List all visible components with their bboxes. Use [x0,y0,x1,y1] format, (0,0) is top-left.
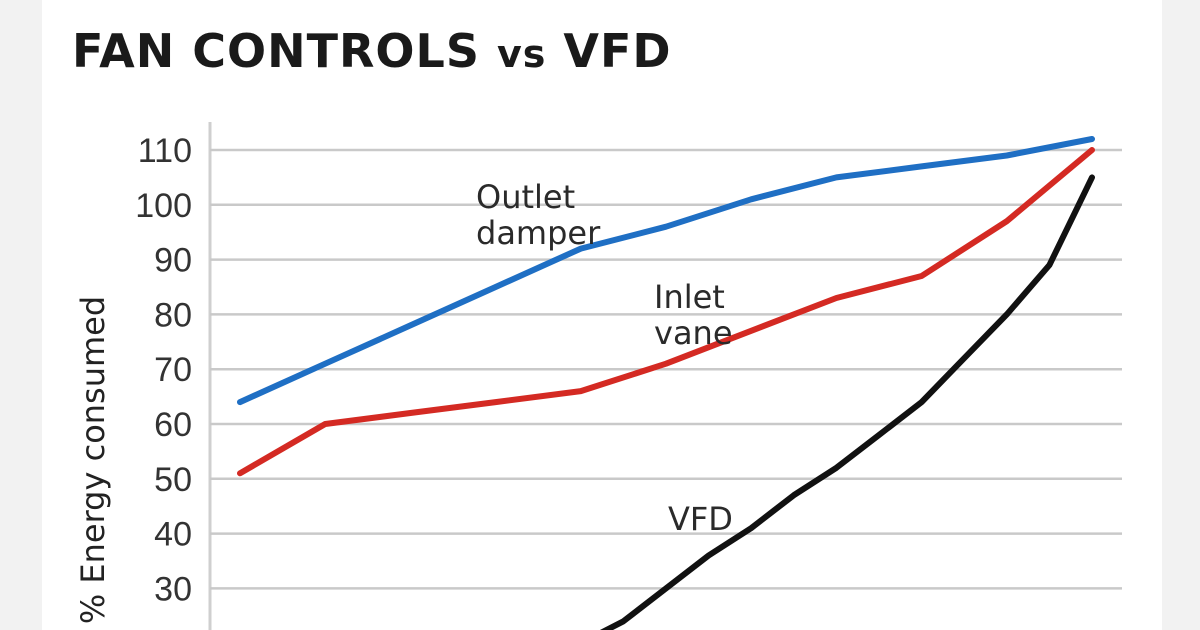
y-tick-label: 40 [154,516,192,554]
y-tick-label: 80 [154,296,192,334]
series-line-inlet-vane [237,147,1095,477]
title-vs: vs [496,32,547,76]
chart-title: FAN CONTROLS vs VFD [72,24,672,78]
y-tick-label: 100 [135,187,192,225]
series-label: Inlet [654,278,725,316]
series-line-vfd [599,174,1095,630]
series-label: Outlet [476,178,575,216]
y-tick-label: 50 [154,461,192,499]
y-tick-label: 110 [138,132,192,170]
y-axis-title: % Energy consumed [74,296,112,624]
title-end: VFD [563,24,672,78]
y-tick-label: 70 [154,351,192,389]
y-tick-label: 90 [154,242,192,280]
title-main: FAN CONTROLS [72,24,480,78]
series-group [237,136,1095,630]
series-label: VFD [668,500,733,538]
y-tick-label: 60 [154,406,192,444]
series-label: vane [654,314,733,352]
series-label: damper [476,214,601,252]
y-tick-label: 30 [154,570,192,608]
series-line-outlet-damper [237,136,1095,406]
